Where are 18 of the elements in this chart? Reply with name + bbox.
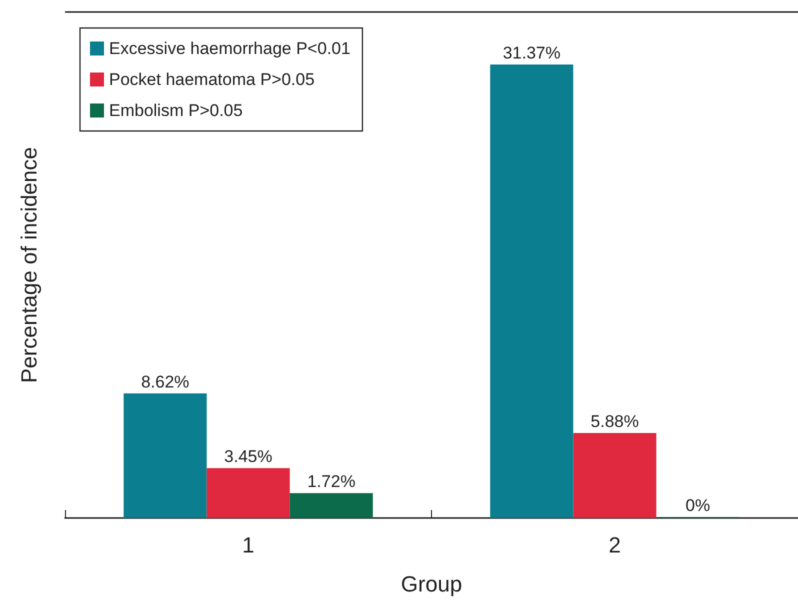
legend-label: Pocket haematoma P>0.05 <box>109 70 315 89</box>
x-tick-label: 2 <box>608 532 621 558</box>
data-label: 1.72% <box>307 472 356 492</box>
legend-label: Excessive haemorrhage P<0.01 <box>109 39 350 58</box>
y-axis-title: Percentage of incidence <box>16 146 42 384</box>
x-axis-title: Group <box>400 572 462 596</box>
bar <box>290 493 373 518</box>
bar <box>124 393 207 518</box>
bar <box>490 64 574 518</box>
data-label: 0% <box>686 496 710 515</box>
bar <box>573 432 656 518</box>
data-label: 8.62% <box>141 372 190 392</box>
data-label: 31.37% <box>502 43 561 62</box>
x-tick-label: 1 <box>242 532 254 558</box>
legend-label: Embolism P>0.05 <box>109 101 243 120</box>
data-label: 3.45% <box>224 447 272 466</box>
bar <box>206 468 290 518</box>
data-label: 5.88% <box>590 412 639 431</box>
